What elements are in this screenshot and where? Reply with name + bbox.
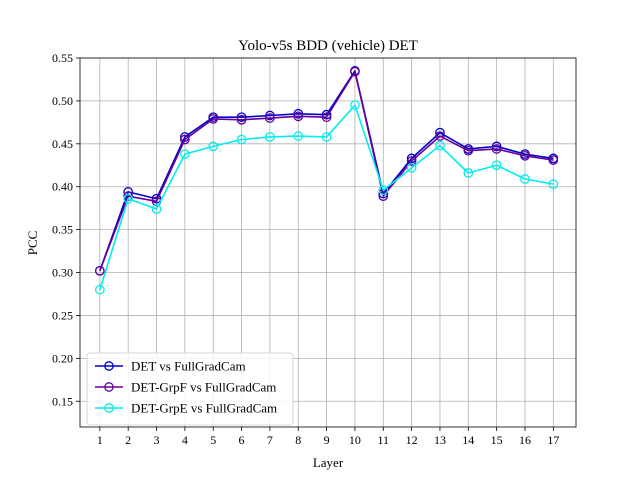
x-axis-label: Layer — [313, 455, 344, 470]
series-line — [99, 70, 554, 272]
x-tick-label: 13 — [434, 433, 446, 447]
y-tick-label: 0.40 — [52, 180, 73, 194]
data-point — [520, 174, 530, 184]
x-tick-label: 1 — [97, 433, 103, 447]
data-point — [293, 111, 304, 122]
data-point — [265, 113, 275, 123]
plot-frame — [79, 57, 577, 428]
legend-item: DET-GrpE vs FullGradCam — [95, 401, 277, 416]
legend-item: DET-GrpF vs FullGradCam — [95, 380, 276, 395]
x-tick-label: 4 — [182, 433, 188, 447]
data-point — [265, 110, 275, 121]
y-tick-label: 0.50 — [52, 94, 73, 108]
x-tick-label: 15 — [491, 433, 503, 447]
data-point — [208, 141, 219, 152]
data-point — [321, 109, 332, 120]
y-tick-label: 0.45 — [52, 137, 73, 151]
legend-marker — [104, 382, 114, 392]
y-tick-label: 0.15 — [52, 394, 73, 408]
data-point — [180, 149, 190, 159]
series-line — [99, 70, 554, 272]
data-point — [236, 134, 247, 145]
data-point — [151, 193, 162, 204]
data-point — [350, 66, 360, 77]
data-point — [151, 204, 162, 214]
data-point — [406, 153, 417, 164]
x-tick-label: 17 — [547, 433, 559, 447]
data-point — [236, 112, 247, 123]
legend-marker — [104, 403, 114, 413]
data-point — [208, 114, 219, 124]
y-tick-label: 0.55 — [52, 51, 73, 65]
data-point — [406, 156, 417, 166]
data-point — [321, 132, 332, 142]
data-point — [94, 265, 105, 276]
data-point — [435, 140, 445, 151]
data-point — [321, 112, 332, 123]
data-point — [265, 132, 275, 142]
data-point — [180, 134, 190, 145]
data-point — [293, 108, 304, 119]
x-tick-label: 9 — [324, 433, 330, 447]
x-tick-label: 16 — [519, 433, 531, 447]
x-tick-label: 6 — [239, 433, 245, 447]
legend-marker — [104, 361, 114, 371]
data-point — [491, 141, 502, 152]
x-tick-label: 7 — [267, 433, 273, 447]
data-point — [406, 162, 417, 173]
chart-title: Yolo-v5s BDD (vehicle) DET — [238, 38, 418, 54]
legend-label: DET-GrpF vs FullGradCam — [131, 380, 276, 395]
data-point — [94, 284, 105, 295]
series-3 — [94, 100, 559, 295]
legend-label: DET vs FullGradCam — [131, 359, 246, 374]
legend-label: DET-GrpE vs FullGradCam — [131, 401, 277, 416]
y-tick-label: 0.25 — [52, 308, 73, 322]
data-point — [491, 144, 502, 154]
data-point — [491, 160, 502, 171]
x-tick-label: 3 — [154, 433, 160, 447]
y-tick-label: 0.30 — [52, 266, 73, 280]
data-point — [123, 193, 134, 204]
x-tick-label: 12 — [406, 433, 418, 447]
x-tick-label: 10 — [349, 433, 361, 447]
x-tick-label: 5 — [210, 433, 216, 447]
x-tick-label: 11 — [377, 433, 389, 447]
legend-item: DET vs FullGradCam — [95, 359, 246, 374]
y-axis-label: PCC — [25, 231, 40, 256]
data-point — [463, 168, 474, 178]
data-point — [435, 131, 445, 141]
x-tick-label: 14 — [462, 433, 474, 447]
y-tick-label: 0.20 — [52, 351, 73, 365]
data-point — [378, 185, 389, 196]
axis-ticks: 1 2 3 4 5 6 7 8 9 10 11 12 13 14 15 16 170.150.200.250.3… — [52, 51, 559, 447]
data-point — [548, 179, 559, 189]
legend-box — [86, 352, 294, 426]
data-point — [378, 191, 389, 202]
data-point — [293, 131, 304, 141]
y-tick-label: 0.35 — [52, 223, 73, 237]
series-line — [99, 104, 554, 290]
data-point — [548, 155, 559, 165]
legend: DET vs FullGradCam DET-GrpF vs FullGradCa… — [86, 352, 294, 426]
data-point — [463, 145, 474, 156]
x-tick-label: 8 — [295, 433, 301, 447]
data-point — [236, 114, 247, 125]
x-tick-label: 2 — [125, 433, 131, 447]
series-group — [94, 66, 559, 295]
data-point — [350, 100, 360, 111]
data-point — [520, 150, 530, 161]
